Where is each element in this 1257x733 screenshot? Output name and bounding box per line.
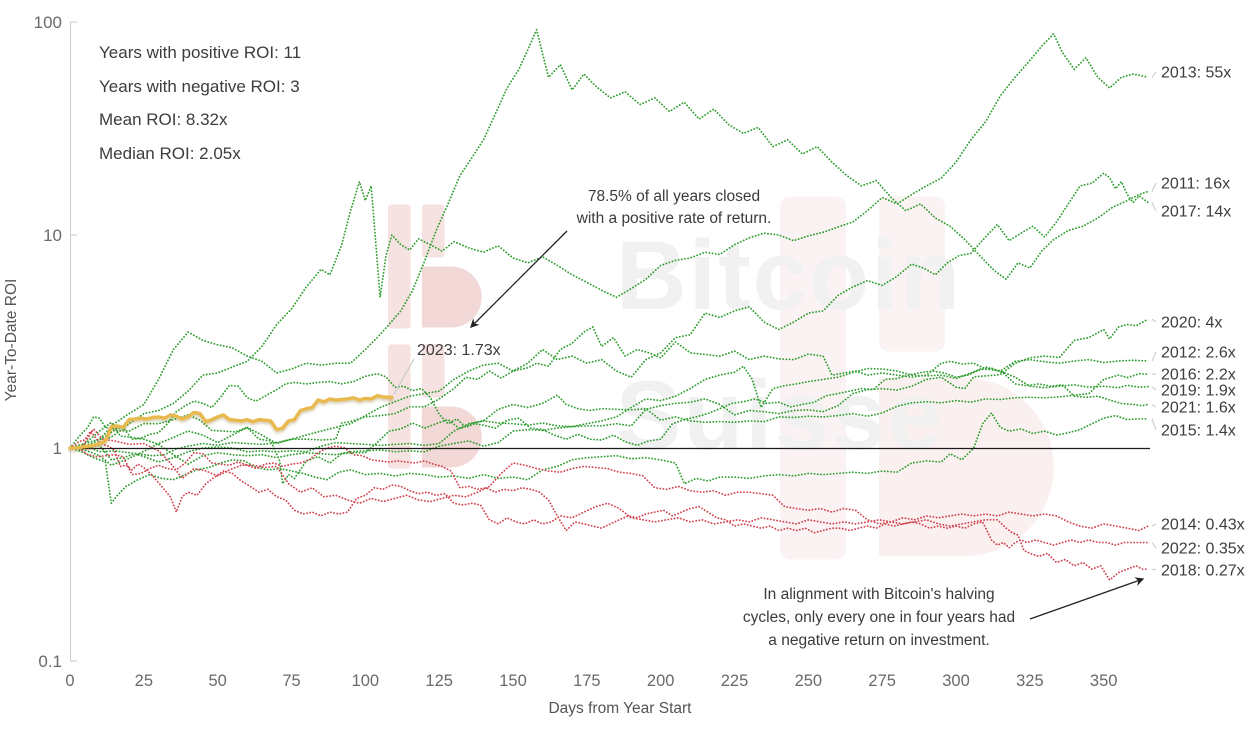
x-axis-tick-label: 75: [282, 672, 300, 690]
leader-line-2011: [1151, 182, 1157, 192]
series-label-2018: 2018: 0.27x: [1161, 563, 1245, 580]
series-line-2021: [69, 367, 1149, 449]
leader-line-2021: [1151, 404, 1157, 408]
series-label-2016: 2016: 2.2x: [1161, 367, 1236, 384]
x-axis-tick-label: 275: [868, 672, 896, 690]
annotation-arrow-positive: [470, 230, 568, 328]
leader-line-2014: [1151, 523, 1157, 527]
leader-line-2013: [1151, 71, 1157, 78]
bitcoin-suisse-logo-watermark-large-icon: [780, 196, 1054, 560]
x-axis-title: Days from Year Start: [548, 700, 692, 717]
series-line-2019: [69, 325, 1149, 457]
series-line-2022: [69, 445, 1149, 550]
x-axis-tick-label: 125: [425, 672, 453, 690]
x-axis-tick-label: 50: [208, 672, 226, 690]
series-line-2018: [69, 429, 1149, 582]
annotation-halving-cycles: In alignment with Bitcoin's halving cycl…: [733, 583, 1025, 652]
x-axis-tick-label: 175: [573, 672, 601, 690]
x-axis-tick-label: 325: [1016, 672, 1044, 690]
x-axis-tick-label: 300: [942, 672, 970, 690]
series-label-2023: 2023: 1.73x: [417, 342, 501, 359]
x-axis-tick-label: 100: [352, 672, 380, 690]
series-line-2016: [69, 372, 1149, 463]
leader-line-2023: [393, 358, 415, 395]
y-axis-tick-label: 1: [53, 439, 62, 458]
annotation-arrow-negative: [1029, 577, 1145, 620]
series-label-2013: 2013: 55x: [1161, 65, 1231, 82]
leader-line-2015: [1151, 418, 1157, 431]
annotation-halving-line2: cycles, only every one in four years had: [742, 609, 1016, 626]
annotation-halving-line3: a negative return on investment.: [768, 632, 990, 649]
series-line-2015: [69, 411, 1149, 506]
bitcoin-suisse-logo-watermark-icon: [388, 204, 482, 329]
leader-line-2018: [1151, 568, 1157, 571]
stat-negative-years: Years with negative ROI: 3: [99, 76, 300, 96]
stat-positive-years: Years with positive ROI: 11: [99, 43, 302, 62]
stat-median-roi: Median ROI: 2.05x: [99, 143, 241, 163]
series-label-2019: 2019: 1.9x: [1161, 383, 1236, 400]
leader-line-2022: [1151, 542, 1157, 549]
y-axis-title: Year-To-Date ROI: [3, 279, 20, 402]
y-axis-tick-label: 10: [43, 226, 62, 245]
leader-line-2020: [1151, 318, 1157, 323]
series-line-2013: [69, 32, 1149, 449]
series-line-2014: [69, 427, 1149, 532]
series-label-2012: 2012: 2.6x: [1161, 345, 1236, 362]
x-axis-tick-label: 350: [1090, 672, 1118, 690]
series-label-2017: 2017: 14x: [1161, 204, 1231, 221]
x-axis-tick-label: 150: [499, 672, 527, 690]
stat-mean-roi: Mean ROI: 8.32x: [99, 110, 228, 129]
leader-line-2019: [1151, 386, 1157, 391]
watermark-text-line1: Bitcoin: [616, 220, 963, 330]
watermark-text-line2: Suisse: [616, 360, 944, 470]
x-axis-tick-label: 200: [647, 672, 675, 690]
leader-line-2017: [1151, 202, 1157, 212]
stats-summary: Years with positive ROI: 11 Years with n…: [99, 36, 301, 170]
series-line-2023: [68, 394, 394, 450]
annotation-positive-years: 78.5% of all years closed with a positiv…: [538, 186, 810, 229]
annotation-halving-line1: In alignment with Bitcoin's halving: [763, 586, 995, 603]
x-axis-tick-label: 0: [65, 672, 74, 690]
annotation-positive-line2: with a positive rate of return.: [576, 209, 772, 227]
series-line-2017: [69, 172, 1149, 467]
series-label-2014: 2014: 0.43x: [1161, 517, 1245, 534]
x-axis-tick-label: 225: [721, 672, 749, 690]
series-label-2021: 2021: 1.6x: [1161, 400, 1236, 417]
series-line-2011: [69, 26, 1149, 449]
x-axis-tick-label: 25: [135, 672, 153, 690]
annotation-positive-line1: 78.5% of all years closed: [587, 188, 761, 205]
series-label-2022: 2022: 0.35x: [1161, 541, 1245, 558]
y-axis-tick-label: 100: [34, 13, 62, 32]
y-axis-tick-label: 0.1: [38, 652, 62, 671]
leader-line-2012: [1151, 351, 1157, 362]
x-axis-tick-label: 250: [795, 672, 823, 690]
series-line-2020: [69, 318, 1149, 487]
series-label-2011: 2011: 16x: [1161, 176, 1230, 193]
series-line-2012: [69, 358, 1149, 466]
series-label-2015: 2015: 1.4x: [1161, 423, 1236, 440]
series-label-2020: 2020: 4x: [1161, 315, 1222, 332]
